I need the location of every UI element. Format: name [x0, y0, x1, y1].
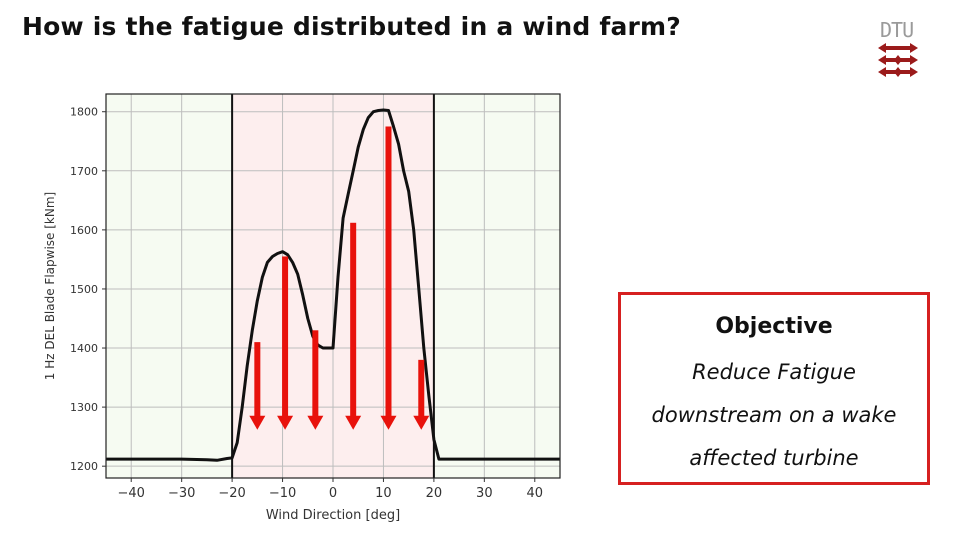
arrow-shaft: [254, 342, 261, 418]
dtu-logo: DTU: [874, 18, 922, 80]
arrow-shaft: [418, 359, 425, 418]
y-tick-label: 1700: [70, 165, 98, 178]
fatigue-chart: −40 −30 −20 −10 0 10 20 30 40 1200 1300 1400 1500 160…: [43, 93, 561, 523]
x-axis-label: Wind Direction [deg]: [266, 508, 400, 523]
y-tick-label: 1800: [70, 106, 98, 119]
x-tick-label: 0: [329, 486, 337, 501]
y-tick-label: 1400: [70, 342, 98, 355]
reduction-arrow: [277, 256, 294, 430]
objective-line-2: downstream on a wake: [651, 403, 897, 427]
logo-bar: [882, 46, 914, 50]
arrow-shaft: [350, 222, 357, 418]
arrow-head: [307, 415, 324, 430]
x-tick-label: 10: [375, 486, 392, 501]
plot-region-right: [433, 94, 560, 478]
objective-line-1: Reduce Fatigue: [692, 360, 856, 384]
y-axis-label: 1 Hz DEL Blade Flapwise [kNm]: [43, 192, 57, 380]
fatigue-line: [106, 108, 560, 462]
logo-row: [878, 55, 918, 65]
logo-right-head: [910, 55, 918, 65]
logo-right-head: [910, 67, 918, 77]
y-tick-label: 1500: [70, 283, 98, 296]
logo-center-diamond: [894, 55, 902, 65]
logo-left-head: [878, 67, 886, 77]
objective-line-3: affected turbine: [689, 446, 859, 470]
arrow-head: [277, 415, 294, 430]
x-tick-label: −20: [218, 486, 245, 501]
reduction-arrow: [249, 342, 266, 430]
x-tick-label: −30: [168, 486, 195, 501]
x-tick-label: 30: [476, 486, 493, 501]
objective-heading: Objective: [715, 314, 833, 339]
objective-box: Objective Reduce Fatigue downstream on a…: [618, 292, 930, 485]
reduction-arrow: [380, 126, 397, 430]
logo-row: [878, 67, 918, 77]
logo-left-head: [878, 43, 886, 53]
y-tick-label: 1600: [70, 224, 98, 237]
arrow-shaft: [312, 330, 319, 418]
x-tick-label: −10: [269, 486, 296, 501]
arrow-head: [413, 415, 430, 430]
arrow-head: [249, 415, 266, 430]
logo-left-head: [878, 55, 886, 65]
x-tick-label: 40: [527, 486, 544, 501]
reduction-arrow: [345, 222, 362, 430]
x-tick-label: −40: [118, 486, 145, 501]
x-tick-label: 20: [426, 486, 443, 501]
logo-text: DTU: [880, 18, 914, 42]
reduction-arrow: [307, 330, 324, 430]
y-tick-label: 1200: [70, 460, 98, 473]
arrow-shaft: [385, 126, 392, 418]
arrow-shaft: [282, 256, 289, 418]
logo-emblem-icon: [878, 43, 918, 77]
arrow-head: [345, 415, 362, 430]
plot-region-left: [106, 94, 233, 478]
logo-row: [878, 43, 918, 53]
reduction-arrow: [413, 359, 430, 430]
page-title: How is the fatigue distributed in a wind…: [22, 12, 682, 41]
logo-center-diamond: [894, 67, 902, 77]
arrow-head: [380, 415, 397, 430]
y-tick-label: 1300: [70, 401, 98, 414]
logo-right-head: [910, 43, 918, 53]
